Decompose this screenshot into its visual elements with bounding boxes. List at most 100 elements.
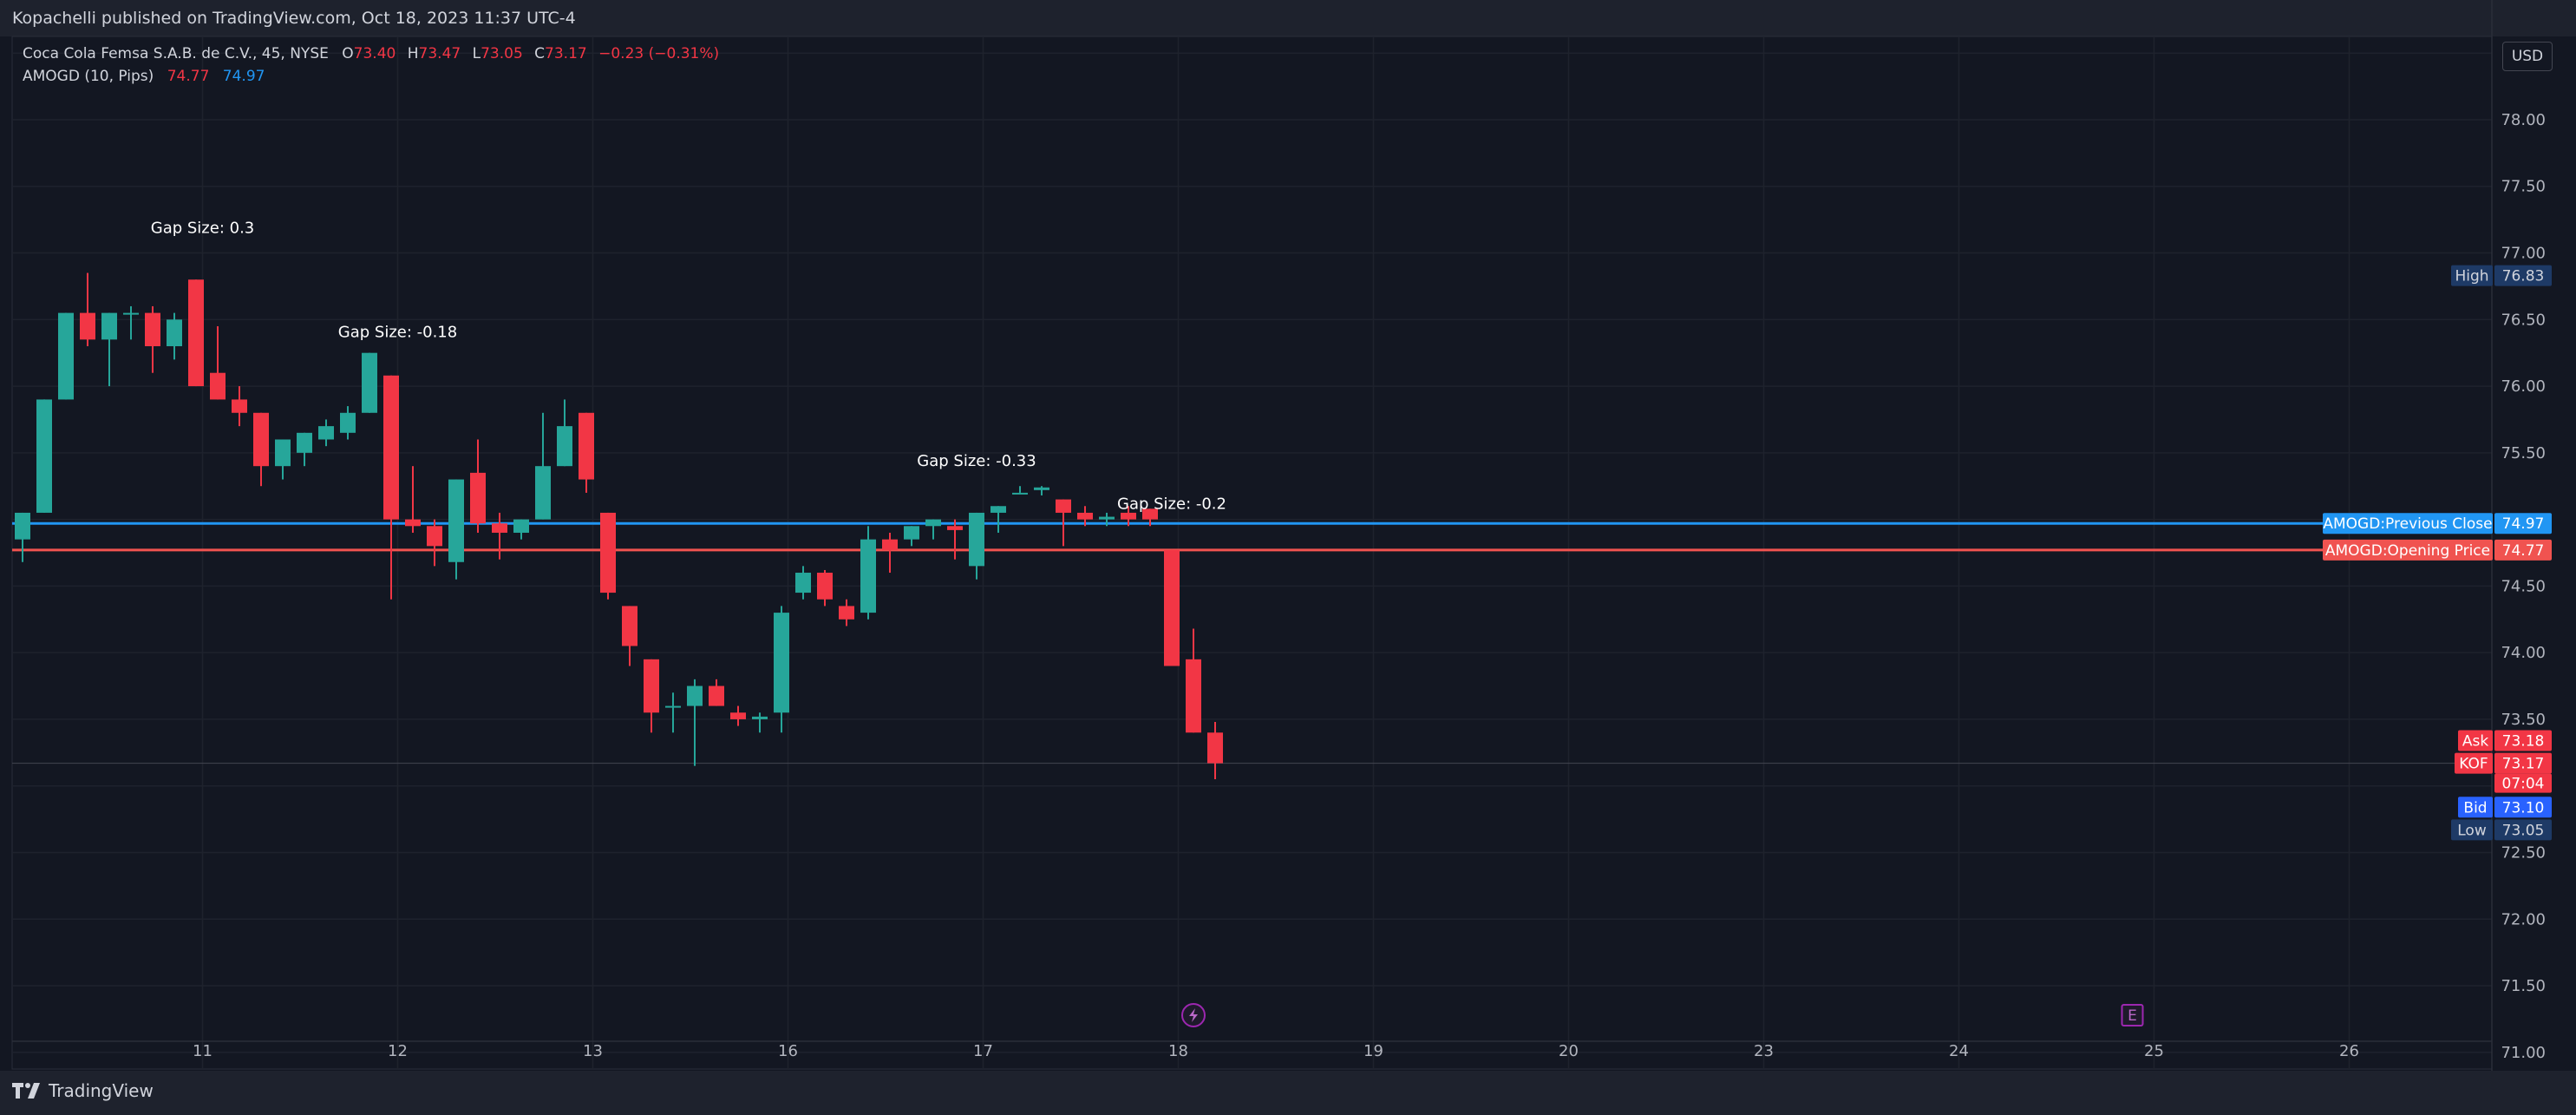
indicator-legend: AMOGD (10, Pips) 74.77 74.97 bbox=[23, 68, 265, 85]
candle bbox=[665, 692, 681, 733]
x-tick-label: 17 bbox=[973, 1042, 993, 1060]
candle bbox=[232, 386, 247, 427]
candle bbox=[904, 526, 919, 547]
candle bbox=[1207, 722, 1223, 780]
change-value: −0.23 (−0.31%) bbox=[598, 45, 720, 62]
published-header: Kopachelli published on TradingView.com,… bbox=[0, 0, 2576, 36]
events: E bbox=[1181, 1003, 2144, 1027]
x-tick-label: 11 bbox=[193, 1042, 212, 1060]
candle-body bbox=[188, 279, 204, 387]
grid bbox=[11, 36, 2493, 1070]
candle-body bbox=[687, 685, 703, 706]
published-text: Kopachelli published on TradingView.com,… bbox=[12, 9, 576, 28]
candle bbox=[947, 519, 963, 560]
candle-body bbox=[123, 312, 139, 315]
candle-body bbox=[448, 479, 464, 562]
x-tick-label: 13 bbox=[583, 1042, 603, 1060]
y-tick-label: 72.00 bbox=[2501, 910, 2546, 928]
candle bbox=[253, 412, 269, 487]
indicator-lines bbox=[12, 521, 2492, 552]
opening-price-name-tag-bg bbox=[2323, 539, 2493, 561]
candle bbox=[36, 399, 52, 513]
candle bbox=[405, 466, 421, 533]
indicator-value-2: 74.97 bbox=[222, 68, 265, 85]
candle-body bbox=[318, 426, 334, 440]
currency-button[interactable]: USD bbox=[2502, 42, 2553, 71]
candle-body bbox=[145, 312, 160, 346]
kof-name-tag: KOF bbox=[2459, 756, 2488, 773]
symbol-name: Coca Cola Femsa S.A.B. de C.V., 45, NYSE bbox=[23, 45, 329, 62]
candle bbox=[1077, 506, 1093, 527]
candle bbox=[492, 512, 507, 560]
bid-value-tag: 73.10 bbox=[2502, 799, 2545, 817]
candle bbox=[80, 272, 95, 346]
kof-name-tag-bg bbox=[2455, 752, 2493, 774]
previous-close-value-tag-bg bbox=[2494, 513, 2552, 535]
y-tick-label: 71.00 bbox=[2501, 1044, 2546, 1062]
candle-body bbox=[253, 412, 269, 467]
candle-body bbox=[232, 399, 247, 413]
candle bbox=[600, 512, 616, 600]
tradingview-brand[interactable]: TradingView bbox=[12, 1080, 154, 1101]
candle bbox=[687, 679, 703, 766]
low-value-tag-bg bbox=[2494, 819, 2552, 841]
y-tick-label: 77.50 bbox=[2501, 178, 2546, 196]
ask-value-tag: 73.18 bbox=[2502, 733, 2545, 751]
candle-body bbox=[1012, 492, 1028, 495]
candle-body bbox=[36, 399, 52, 513]
candle bbox=[817, 569, 833, 607]
candle bbox=[427, 519, 442, 567]
candle-body bbox=[1142, 508, 1158, 520]
candle-body bbox=[947, 526, 963, 530]
y-tick-label: 74.00 bbox=[2501, 644, 2546, 662]
tradingview-logo-icon bbox=[12, 1083, 40, 1099]
candle-body bbox=[1056, 499, 1071, 513]
candle bbox=[969, 512, 984, 580]
candle-body bbox=[1207, 732, 1223, 764]
opening-price-value-tag: 74.77 bbox=[2502, 542, 2545, 560]
candle bbox=[1099, 512, 1115, 527]
open-value: 73.40 bbox=[353, 45, 396, 62]
candle bbox=[58, 312, 74, 400]
candle bbox=[1164, 549, 1180, 666]
candle bbox=[188, 279, 204, 387]
x-tick-label: 20 bbox=[1559, 1042, 1579, 1060]
x-tick-label: 16 bbox=[778, 1042, 798, 1060]
candle bbox=[709, 679, 724, 706]
candle-body bbox=[427, 526, 442, 547]
plot-frame bbox=[11, 36, 2493, 1070]
candle-body bbox=[665, 705, 681, 708]
candle bbox=[470, 439, 486, 533]
axes: 71.0071.5072.0072.5073.0073.5074.0074.50… bbox=[12, 0, 2546, 1071]
candle bbox=[297, 432, 312, 467]
y-tick-label: 76.50 bbox=[2501, 311, 2546, 329]
candle bbox=[991, 506, 1006, 533]
candle-body bbox=[513, 519, 529, 533]
bid-name-tag-bg bbox=[2458, 797, 2493, 818]
gap-size-label: Gap Size: -0.33 bbox=[917, 452, 1036, 470]
annotations: Gap Size: 0.3 Gap Size: -0.18 Gap Size: -0… bbox=[151, 219, 1226, 513]
brand-name: TradingView bbox=[49, 1080, 154, 1101]
y-tick-label: 72.50 bbox=[2501, 843, 2546, 862]
candle bbox=[644, 659, 659, 733]
y-tick-label: 78.00 bbox=[2501, 111, 2546, 129]
candle-body bbox=[882, 539, 898, 550]
candle-body bbox=[210, 372, 226, 400]
low-name-tag: Low bbox=[2457, 822, 2487, 839]
candle-body bbox=[600, 512, 616, 594]
close-label: C bbox=[534, 45, 546, 62]
kof-countdown-tag-bg bbox=[2494, 773, 2552, 793]
candle-body bbox=[58, 312, 74, 400]
candle bbox=[123, 305, 139, 340]
open-label: O bbox=[342, 45, 354, 62]
candle bbox=[340, 406, 356, 440]
high-label: H bbox=[407, 45, 419, 62]
y-tick-label: 74.50 bbox=[2501, 577, 2546, 595]
candle bbox=[579, 412, 594, 493]
candle bbox=[557, 399, 572, 467]
x-tick-label: 24 bbox=[1949, 1042, 1969, 1060]
candle-body bbox=[275, 439, 291, 467]
candle bbox=[860, 526, 876, 620]
candle bbox=[383, 375, 399, 600]
